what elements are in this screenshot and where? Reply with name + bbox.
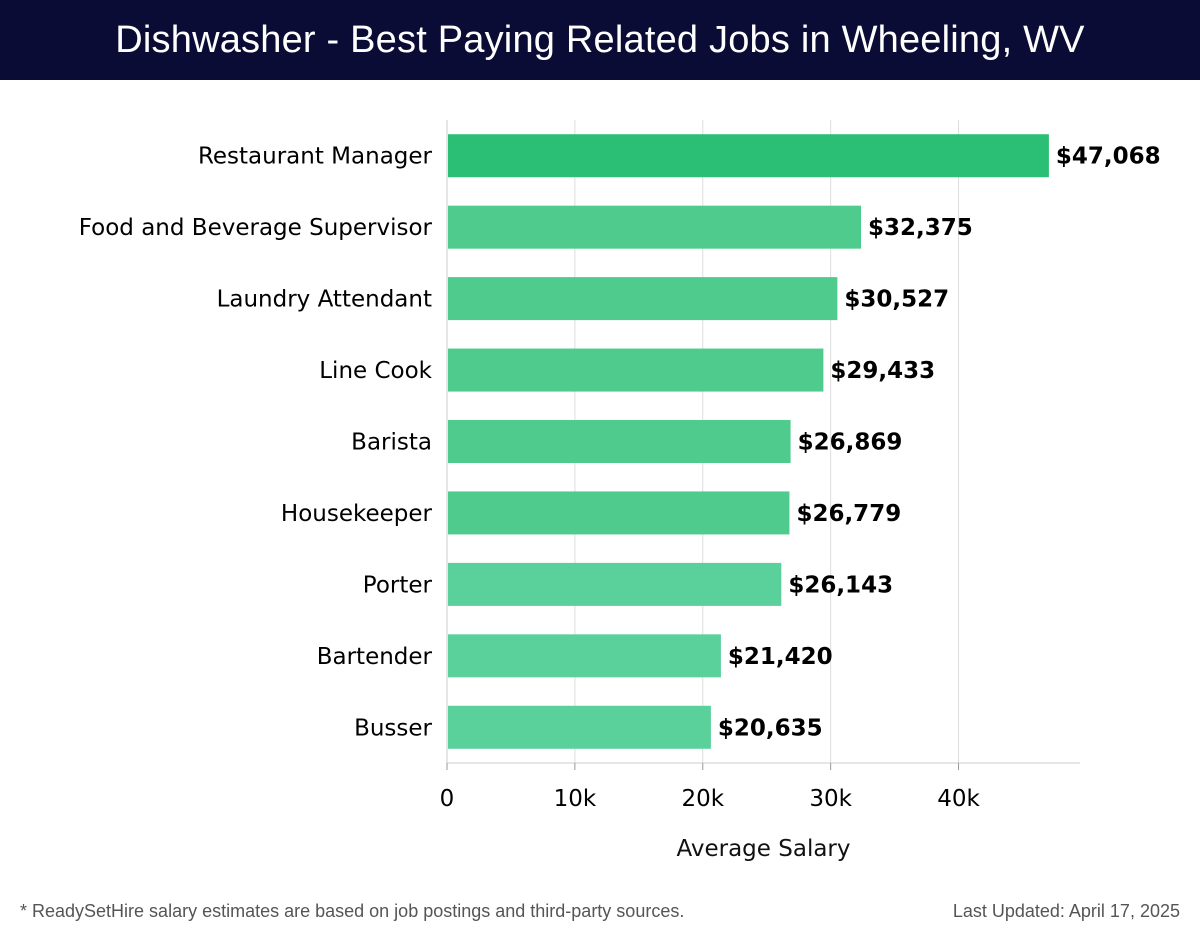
x-tick-label-0: 0 [440,786,455,812]
x-tick-label-4: 40k [937,786,980,812]
category-label-6: Porter [363,572,433,598]
bar-1 [448,205,862,249]
x-axis-title: Average Salary [676,836,850,862]
value-label-3: $29,433 [830,358,935,384]
value-label-6: $26,143 [788,572,893,598]
category-label-8: Busser [354,715,432,741]
bar-3 [448,348,824,392]
value-label-7: $21,420 [728,644,833,670]
value-label-5: $26,779 [796,501,901,527]
value-label-0: $47,068 [1056,144,1161,170]
category-label-3: Line Cook [319,358,432,384]
page-title: Dishwasher - Best Paying Related Jobs in… [115,18,1085,61]
bar-2 [448,277,838,321]
category-label-2: Laundry Attendant [217,287,432,313]
value-label-4: $26,869 [798,430,903,456]
last-updated: Last Updated: April 17, 2025 [952,901,1180,921]
category-label-4: Barista [351,430,432,456]
value-label-2: $30,527 [844,287,949,313]
footer-note: * ReadySetHire salary estimates are base… [20,901,685,921]
bar-7 [448,634,721,678]
category-label-0: Restaurant Manager [198,144,433,170]
value-label-8: $20,635 [718,715,823,741]
bar-8 [448,705,711,749]
x-tick-label-3: 30k [809,786,852,812]
x-tick-label-2: 20k [681,786,724,812]
bar-6 [448,562,782,606]
category-label-7: Bartender [317,644,433,670]
bar-0 [448,134,1049,178]
category-label-5: Housekeeper [281,501,433,527]
bar-4 [448,420,791,463]
x-tick-label-1: 10k [554,786,597,812]
bar-5 [448,491,790,535]
header-banner: Dishwasher - Best Paying Related Jobs in… [0,0,1200,80]
category-label-1: Food and Beverage Supervisor [79,215,433,241]
value-label-1: $32,375 [868,215,973,241]
